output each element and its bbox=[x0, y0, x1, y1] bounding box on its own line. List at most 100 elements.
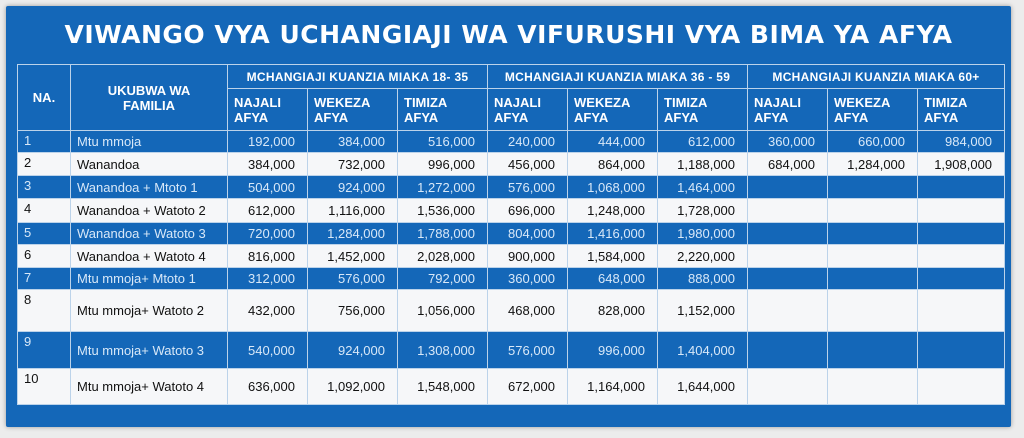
contribution-cell: 384,000 bbox=[227, 152, 308, 176]
row-number: 3 bbox=[17, 175, 71, 199]
contribution-cell: 816,000 bbox=[227, 244, 308, 268]
contribution-cell: 804,000 bbox=[487, 222, 569, 245]
contribution-cell: 792,000 bbox=[396, 267, 489, 290]
contribution-cell: 1,164,000 bbox=[567, 368, 659, 405]
header-plan-row: NAJALI AFYA WEKEZA AFYA TIMIZA AFYA NAJA… bbox=[18, 88, 1006, 131]
contribution-cell: 924,000 bbox=[307, 331, 398, 369]
rates-table: NA. UKUBWA WA FAMILIA MCHANGIAJI KUANZIA… bbox=[17, 64, 1006, 405]
contribution-cell: 312,000 bbox=[227, 267, 308, 290]
contribution-cell: 456,000 bbox=[487, 152, 569, 176]
table-row: 7 Mtu mmoja+ Mtoto 1 312,000 576,000 792,000… bbox=[17, 267, 1006, 290]
contribution-cell: 360,000 bbox=[747, 130, 829, 153]
header-plan: WEKEZA AFYA bbox=[827, 88, 919, 131]
row-number: 6 bbox=[17, 244, 71, 268]
contribution-cell: 996,000 bbox=[396, 152, 489, 176]
contribution-cell bbox=[917, 198, 1006, 223]
family-size-cell: Mtu mmoja+ Mtoto 1 bbox=[70, 267, 228, 290]
header-plan: TIMIZA AFYA bbox=[657, 88, 749, 131]
contribution-cell: 1,548,000 bbox=[396, 368, 489, 405]
contribution-cell: 576,000 bbox=[307, 267, 398, 290]
contribution-cell bbox=[827, 244, 919, 268]
contribution-cell bbox=[827, 198, 919, 223]
contribution-cell: 1,092,000 bbox=[307, 368, 398, 405]
header-plan: WEKEZA AFYA bbox=[307, 88, 398, 131]
rates-panel: VIWANGO VYA UCHANGIAJI WA VIFURUSHI VYA … bbox=[6, 6, 1011, 427]
contribution-cell bbox=[827, 267, 919, 290]
header-plan: TIMIZA AFYA bbox=[396, 88, 489, 131]
header-plan: NAJALI AFYA bbox=[487, 88, 569, 131]
contribution-cell: 1,272,000 bbox=[396, 175, 489, 199]
table-row: 2 Wanandoa 384,000 732,000 996,000 456,000 864… bbox=[17, 152, 1006, 176]
contribution-cell bbox=[747, 198, 829, 223]
family-size-cell: Wanandoa + Watoto 3 bbox=[70, 222, 228, 245]
contribution-cell: 864,000 bbox=[567, 152, 659, 176]
contribution-cell bbox=[917, 289, 1006, 332]
contribution-cell: 1,452,000 bbox=[307, 244, 398, 268]
row-number: 9 bbox=[17, 331, 71, 369]
contribution-cell: 1,584,000 bbox=[567, 244, 659, 268]
contribution-cell: 1,980,000 bbox=[657, 222, 749, 245]
table-row: 8 Mtu mmoja+ Watoto 2 432,000 756,000 1,056,… bbox=[17, 289, 1006, 332]
contribution-cell: 732,000 bbox=[307, 152, 398, 176]
header-no: NA. bbox=[17, 64, 71, 131]
contribution-cell bbox=[747, 267, 829, 290]
contribution-cell: 720,000 bbox=[227, 222, 308, 245]
contribution-cell: 192,000 bbox=[227, 130, 308, 153]
contribution-cell: 576,000 bbox=[487, 331, 569, 369]
row-number: 10 bbox=[17, 368, 71, 405]
contribution-cell: 1,056,000 bbox=[396, 289, 489, 332]
table-row: 5 Wanandoa + Watoto 3 720,000 1,284,000 1,78… bbox=[17, 222, 1006, 245]
contribution-cell: 576,000 bbox=[487, 175, 569, 199]
contribution-cell: 696,000 bbox=[487, 198, 569, 223]
contribution-cell bbox=[917, 175, 1006, 199]
page-title: VIWANGO VYA UCHANGIAJI WA VIFURUSHI VYA … bbox=[64, 20, 953, 49]
contribution-cell: 924,000 bbox=[307, 175, 398, 199]
contribution-cell: 1,464,000 bbox=[657, 175, 749, 199]
header-group-60-plus: MCHANGIAJI KUANZIA MIAKA 60+ bbox=[747, 64, 1006, 89]
contribution-cell bbox=[747, 368, 829, 405]
contribution-cell bbox=[747, 175, 829, 199]
contribution-cell: 240,000 bbox=[487, 130, 569, 153]
contribution-cell: 1,788,000 bbox=[396, 222, 489, 245]
contribution-cell bbox=[747, 331, 829, 369]
row-number: 1 bbox=[17, 130, 71, 153]
family-size-cell: Mtu mmoja+ Watoto 2 bbox=[70, 289, 228, 332]
row-number: 4 bbox=[17, 198, 71, 223]
family-size-cell: Wanandoa bbox=[70, 152, 228, 176]
contribution-cell bbox=[917, 368, 1006, 405]
contribution-cell: 468,000 bbox=[487, 289, 569, 332]
contribution-cell: 984,000 bbox=[917, 130, 1006, 153]
contribution-cell bbox=[917, 244, 1006, 268]
header-plan: NAJALI AFYA bbox=[747, 88, 829, 131]
contribution-cell: 900,000 bbox=[487, 244, 569, 268]
contribution-cell bbox=[747, 289, 829, 332]
table-row: 4 Wanandoa + Watoto 2 612,000 1,116,000 1,53… bbox=[17, 198, 1006, 223]
contribution-cell: 1,728,000 bbox=[657, 198, 749, 223]
contribution-cell: 1,068,000 bbox=[567, 175, 659, 199]
row-number: 8 bbox=[17, 289, 71, 332]
contribution-cell: 432,000 bbox=[227, 289, 308, 332]
contribution-cell: 756,000 bbox=[307, 289, 398, 332]
contribution-cell bbox=[747, 222, 829, 245]
table-row: 6 Wanandoa + Watoto 4 816,000 1,452,000 2,02… bbox=[17, 244, 1006, 268]
contribution-cell bbox=[827, 368, 919, 405]
header-plan: WEKEZA AFYA bbox=[567, 88, 659, 131]
contribution-cell: 996,000 bbox=[567, 331, 659, 369]
table-row: 1 Mtu mmoja 192,000 384,000 516,000 240,000 44… bbox=[17, 130, 1006, 153]
contribution-cell bbox=[827, 175, 919, 199]
contribution-cell: 540,000 bbox=[227, 331, 308, 369]
contribution-cell: 1,248,000 bbox=[567, 198, 659, 223]
contribution-cell: 1,908,000 bbox=[917, 152, 1006, 176]
contribution-cell: 516,000 bbox=[396, 130, 489, 153]
header-family: UKUBWA WA FAMILIA bbox=[70, 64, 228, 131]
family-size-cell: Wanandoa + Watoto 2 bbox=[70, 198, 228, 223]
family-size-cell: Mtu mmoja+ Watoto 3 bbox=[70, 331, 228, 369]
table-row: 10 Mtu mmoja+ Watoto 4 636,000 1,092,000 1,5… bbox=[17, 368, 1006, 405]
contribution-cell: 2,028,000 bbox=[396, 244, 489, 268]
contribution-cell: 828,000 bbox=[567, 289, 659, 332]
table-row: 3 Wanandoa + Mtoto 1 504,000 924,000 1,272,0… bbox=[17, 175, 1006, 199]
contribution-cell bbox=[917, 267, 1006, 290]
row-number: 7 bbox=[17, 267, 71, 290]
contribution-cell: 1,116,000 bbox=[307, 198, 398, 223]
contribution-cell bbox=[827, 331, 919, 369]
